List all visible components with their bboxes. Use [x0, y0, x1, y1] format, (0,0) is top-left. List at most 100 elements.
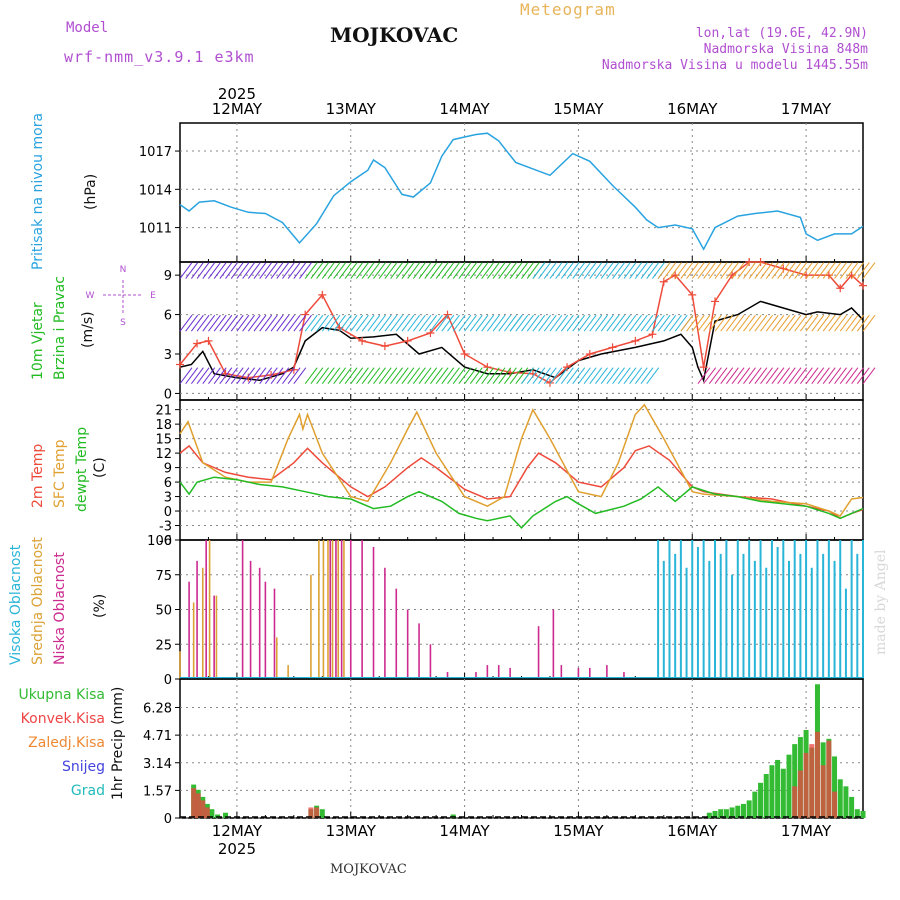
- wind-barb: [606, 367, 620, 385]
- wind-barb: [560, 367, 574, 385]
- wind-barb: [504, 367, 517, 385]
- precip-bar: [792, 786, 798, 818]
- wind-barb: [384, 367, 398, 385]
- wind-barb: [481, 367, 495, 385]
- wind-barb: [213, 367, 227, 385]
- wind-barb: [708, 262, 722, 279]
- wind-barb: [731, 314, 745, 332]
- wind-barb: [634, 314, 648, 332]
- precip-bar: [809, 744, 815, 818]
- wind-barb: [350, 314, 364, 332]
- wind-barb: [726, 367, 739, 385]
- wind-barb: [515, 367, 529, 385]
- wind-barb: [760, 314, 773, 332]
- y-tick-label: 50: [155, 604, 172, 619]
- wind-barb: [481, 314, 495, 332]
- gust-marker: [267, 371, 276, 380]
- compass-w: W: [86, 291, 95, 301]
- wind-barb: [253, 367, 267, 385]
- wind-barb: [185, 367, 199, 385]
- wind-barb: [617, 262, 631, 279]
- precip-bar: [837, 779, 843, 818]
- wind-barb: [481, 262, 495, 279]
- gust-marker: [301, 310, 310, 319]
- meteogram-label: Meteogram: [520, 0, 616, 19]
- wind-barb: [390, 367, 403, 385]
- wind-barb: [839, 262, 853, 279]
- wind-barb: [367, 367, 381, 385]
- wind-barb: [726, 314, 739, 332]
- precip-bar: [746, 800, 752, 818]
- series-line-dewpt-temp: [179, 476, 864, 529]
- wind-barb: [566, 314, 580, 332]
- precip-bar: [729, 807, 735, 818]
- wind-barb: [606, 314, 620, 332]
- wind-barb: [657, 314, 671, 332]
- wind-barb: [486, 367, 500, 385]
- wind-barb: [799, 262, 813, 279]
- wind-barb: [771, 314, 785, 332]
- precip-bar: [223, 812, 229, 818]
- bottom-year: 2025: [218, 840, 256, 858]
- elevation: Nadmorska Visina 848m: [703, 42, 868, 57]
- wind-barb: [521, 314, 534, 332]
- wind-barb: [452, 314, 466, 332]
- wind-barb: [504, 262, 517, 279]
- compass-n: N: [120, 265, 127, 275]
- wind-barb: [583, 314, 597, 332]
- wind-barb: [697, 262, 711, 279]
- precip-bar: [735, 805, 741, 818]
- lonlat: lon,lat (19.6E, 42.9N): [695, 26, 868, 41]
- wind-barb: [498, 367, 512, 385]
- wind-barb: [225, 262, 238, 279]
- wind-barb: [640, 262, 654, 279]
- wind-barb: [270, 262, 284, 279]
- series-line-pritisak: [179, 132, 864, 251]
- wind-barb: [691, 262, 705, 279]
- wind-barb: [327, 262, 341, 279]
- wind-barb: [578, 314, 591, 332]
- wind-barb: [469, 314, 483, 332]
- wind-barb: [794, 367, 808, 385]
- wind-barb: [680, 314, 694, 332]
- wind-barb: [196, 262, 210, 279]
- model-name: wrf-nmm_v3.9.1 e3km: [64, 48, 255, 66]
- wind-barb: [748, 314, 762, 332]
- wind-barb: [338, 367, 352, 385]
- wind-barb: [276, 367, 290, 385]
- top-date-label: 17MAY: [781, 100, 832, 118]
- wind-barb: [344, 262, 358, 279]
- wind-barb: [498, 314, 512, 332]
- compass-e: E: [150, 291, 156, 301]
- wind-barb: [247, 367, 261, 385]
- wind-barb: [851, 262, 865, 279]
- wind-barb: [828, 314, 842, 332]
- wind-barb: [743, 262, 756, 279]
- wind-barb: [424, 367, 438, 385]
- wind-barb: [737, 262, 751, 279]
- wind-barb: [589, 314, 603, 332]
- wind-barb: [754, 367, 768, 385]
- wind-barb: [595, 367, 608, 385]
- y-tick-label: 18: [155, 418, 172, 433]
- wind-barb: [538, 314, 551, 332]
- gust-marker: [426, 328, 435, 337]
- wind-barb: [811, 367, 825, 385]
- gust-marker: [380, 342, 389, 351]
- wind-barb: [236, 314, 250, 332]
- precip-bar: [832, 756, 838, 818]
- wind-barb: [504, 314, 517, 332]
- wind-barb: [532, 367, 546, 385]
- wind-barb: [395, 314, 409, 332]
- wind-barb: [617, 314, 631, 332]
- wind-barb: [862, 367, 876, 385]
- wind-barb: [686, 314, 699, 332]
- wind-barb: [247, 314, 261, 332]
- legend-total-precip: Ukupna Kisa: [18, 687, 105, 703]
- wind-barb: [230, 262, 244, 279]
- wind-barb: [794, 262, 808, 279]
- wind-barb: [623, 262, 637, 279]
- wind-barb: [247, 262, 261, 279]
- wind-barb: [486, 314, 500, 332]
- legend-snow: Snijeg: [61, 759, 105, 775]
